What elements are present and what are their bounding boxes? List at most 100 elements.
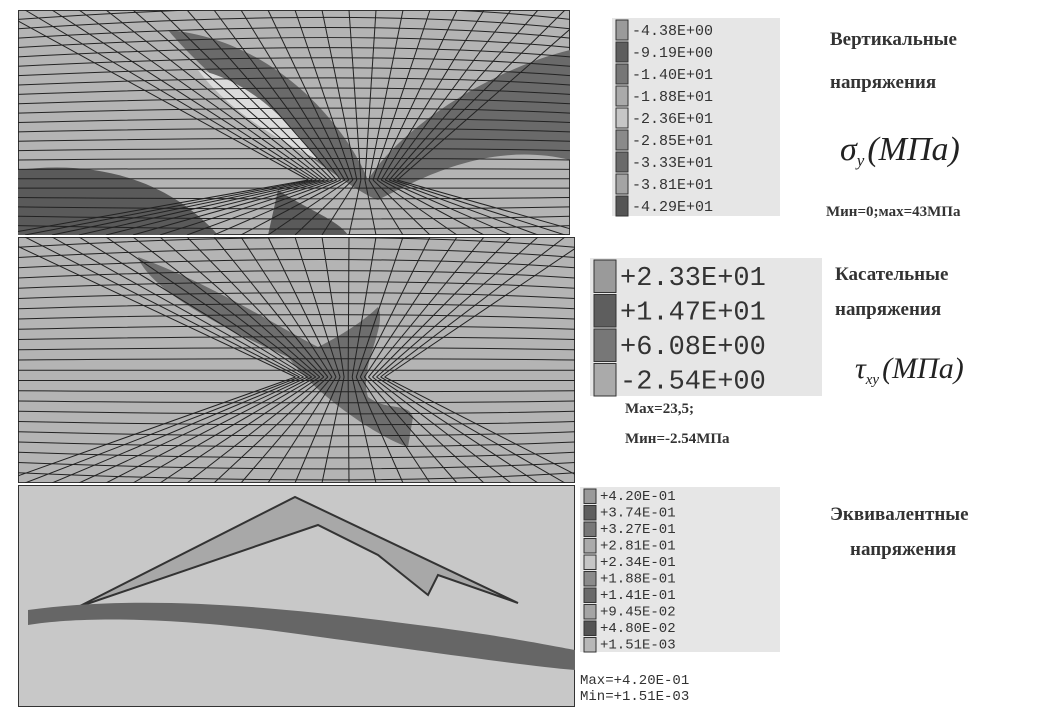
mesh-line [18,57,570,67]
mesh-line [51,237,304,378]
formula-subscript: xy [865,372,880,388]
mesh-line [397,28,570,181]
panel-title: Касательные [835,264,948,285]
stress-zone [77,495,519,608]
mesh-line [18,303,575,310]
mesh-line [78,179,321,235]
legend-swatch [583,488,597,504]
mesh-line [388,10,539,181]
mesh-line [105,237,312,378]
mesh-line [51,10,317,181]
mesh-line [105,376,312,483]
legend-swatch [593,363,617,397]
legend-swatch [615,19,629,41]
panel-note: Max=+4.20E-01 [580,673,689,689]
legend-label: +2.81E-01 [600,538,676,554]
legend-label: +1.47E+01 [620,298,766,328]
mesh-line [372,237,512,378]
mesh-line [294,237,341,378]
mesh-line [240,179,345,235]
mesh-line [18,314,575,320]
mesh-line [78,10,321,181]
legend-swatch [593,328,617,362]
legend-label: +4.80E-02 [600,621,676,637]
mesh-line [294,10,354,181]
mesh-line [363,237,458,378]
mesh-line [18,400,575,404]
mesh-line [321,237,345,378]
mesh-line [380,376,566,483]
legend-swatch [583,604,597,620]
mesh-line [159,10,333,181]
mesh-line [364,179,377,235]
stress-zone [268,190,348,235]
mesh-line [186,179,337,235]
contour-plot [18,237,575,483]
legend-label: -1.40E+01 [632,67,713,84]
legend-swatch [615,85,629,107]
mesh-line [18,26,570,39]
mesh-line [348,179,362,235]
mesh-line [18,215,570,220]
mesh-line [78,376,308,483]
mesh-line [372,179,431,235]
mesh-line [18,369,575,371]
panel-title: напряжения [830,72,936,93]
mesh-line [18,10,570,20]
mesh-line [392,10,566,181]
legend-swatch [615,63,629,85]
mesh-line [18,358,575,361]
mesh-line [159,237,321,378]
panel-note: Мин=0;мах=43МПа [826,204,961,220]
legend-label: +1.51E-03 [600,637,676,653]
legend-swatch [583,571,597,587]
mesh-line [355,376,404,483]
formula: τxy (МПа) [855,352,964,388]
legend-swatch [615,129,629,151]
mesh-line [18,462,575,470]
mesh-line [18,281,575,289]
mesh-line [321,376,345,483]
mesh-line [18,206,570,210]
contour-plot [18,485,575,707]
panel-note: Min=+1.51E-03 [580,689,689,705]
panel-title: Эквивалентные [830,504,969,525]
mesh-line [384,10,512,181]
mesh-line [18,16,570,30]
mesh-line [18,20,309,181]
mesh-line [380,179,485,235]
legend-box [612,18,780,216]
mesh-line [351,237,377,378]
mesh-line [18,87,570,95]
mesh-line [105,179,325,235]
legend-label: +6.08E+00 [620,333,766,363]
mesh-line [372,376,512,483]
mesh-line [18,47,570,58]
formula: σy(МПа) [840,131,960,170]
panel-note: Мин=-2.54МПа [625,431,730,447]
mesh-line [186,376,325,483]
legend-swatch [615,107,629,129]
mesh-line [18,248,575,258]
legend-swatch [583,637,597,653]
mesh-line [24,237,300,378]
mesh-line [294,376,341,483]
legend-label: -4.29E+01 [632,199,713,216]
legend-swatch [615,173,629,195]
mesh-line [389,179,539,235]
legend-label: +1.88E-01 [600,571,676,587]
legend-swatch [583,505,597,521]
mesh-line [18,390,575,393]
mesh-line [18,97,570,105]
legend-label: -9.19E+00 [632,45,713,62]
legend-swatch [615,41,629,63]
mesh-line [18,117,570,123]
legend-swatch [583,587,597,603]
mesh-line [159,376,321,483]
mesh-line [24,10,313,181]
mesh-line [18,472,575,481]
mesh-line [18,441,575,448]
mesh-line [267,179,350,235]
mesh-line [368,237,485,378]
